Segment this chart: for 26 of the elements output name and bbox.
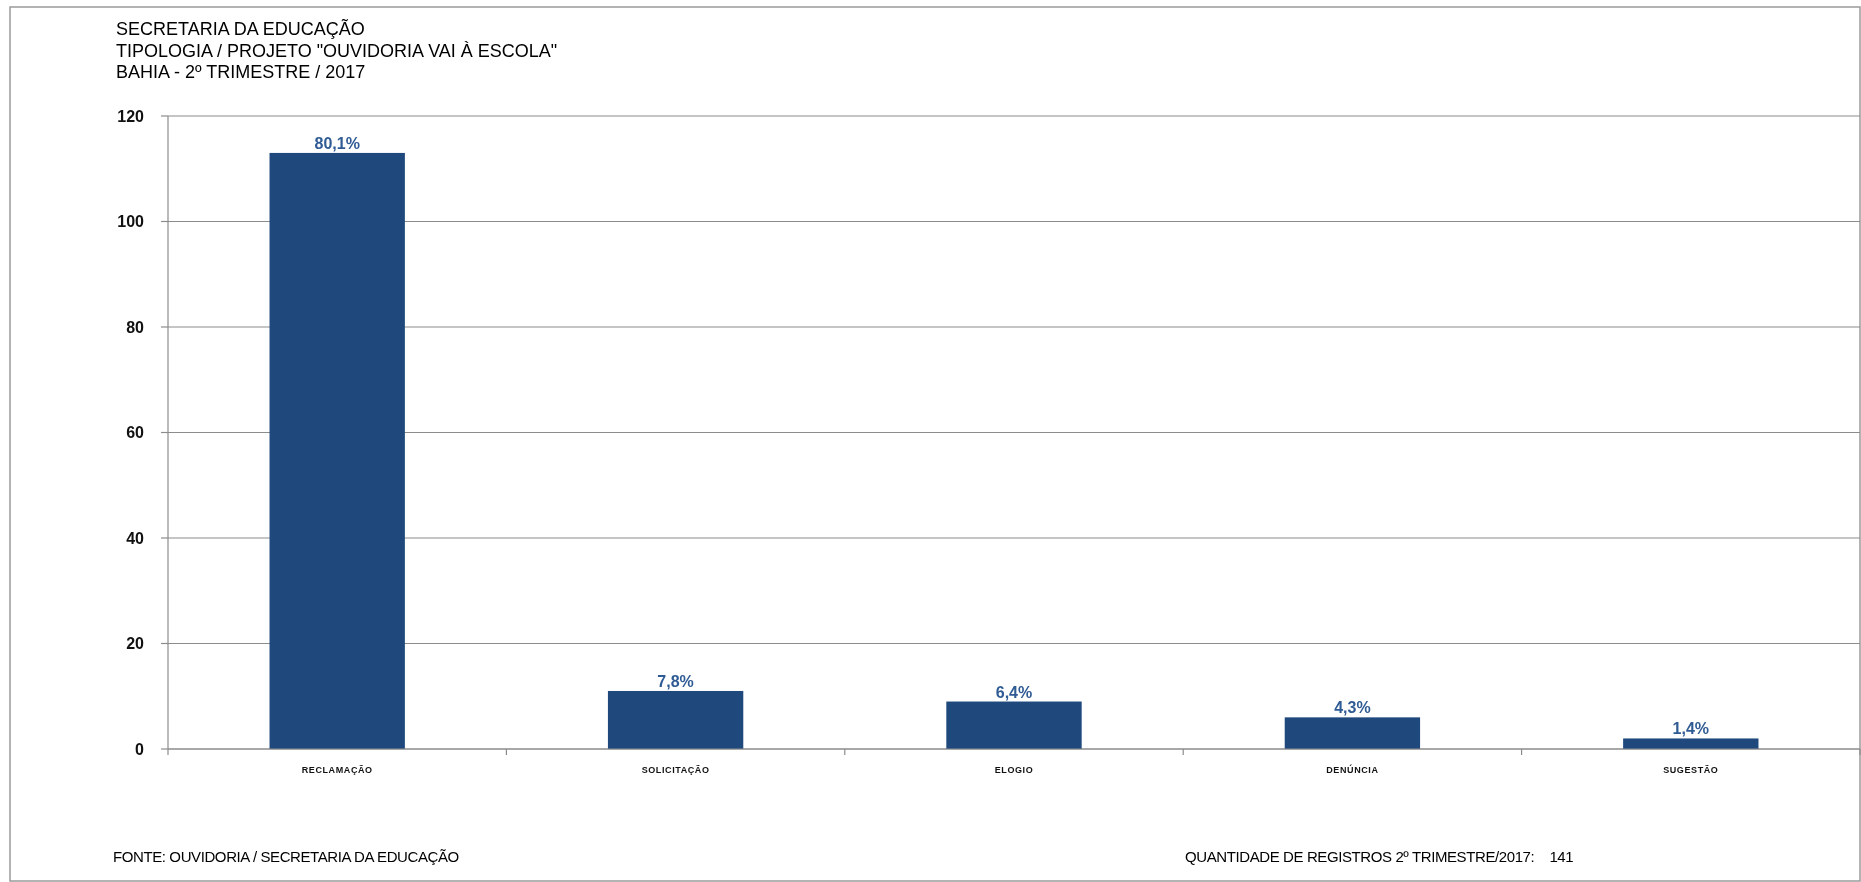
chart-title: SECRETARIA DA EDUCAÇÃO [116, 18, 365, 39]
bar [1623, 738, 1759, 749]
annotation: 80,1% [314, 134, 360, 152]
annotation: 1,4% [1672, 720, 1710, 738]
y-tick-label: 60 [126, 424, 145, 442]
x-tick-label: SOLICITAÇÃO [641, 765, 710, 775]
chart-subtitle: TIPOLOGIA / PROJETO "OUVIDORIA VAI À ESCOLA" BAHIA - 2º TRIMESTRE / 2017 [116, 41, 558, 82]
x-tick-label: DENÚNCIA [1326, 764, 1379, 775]
x-tick-label: RECLAMAÇÃO [301, 765, 373, 775]
y-tick-label: 20 [126, 635, 145, 653]
y-tick-label: 40 [126, 529, 145, 547]
annotation: 6,4% [995, 683, 1033, 701]
source-note: FONTE: OUVIDORIA / SECRETARIA DA EDUCAÇÃO [113, 848, 459, 865]
y-tick-label: 120 [117, 107, 145, 125]
annotation: 7,8% [657, 672, 694, 690]
annotation: 4,3% [1334, 699, 1371, 717]
x-tick-label: SUGESTÃO [1663, 765, 1719, 775]
bar [607, 690, 744, 749]
bar [1284, 717, 1421, 749]
x-tick-label: ELOGIO [994, 765, 1034, 775]
y-tick-label: 80 [126, 318, 145, 336]
text: QUANTIDADE DE REGISTROS 2º TRIMESTRE/2017: 141 [1185, 848, 1574, 865]
y-tick-label: 0 [135, 740, 145, 758]
y-tick-label: 100 [117, 213, 145, 231]
bar [946, 701, 1082, 749]
bar [269, 152, 405, 749]
